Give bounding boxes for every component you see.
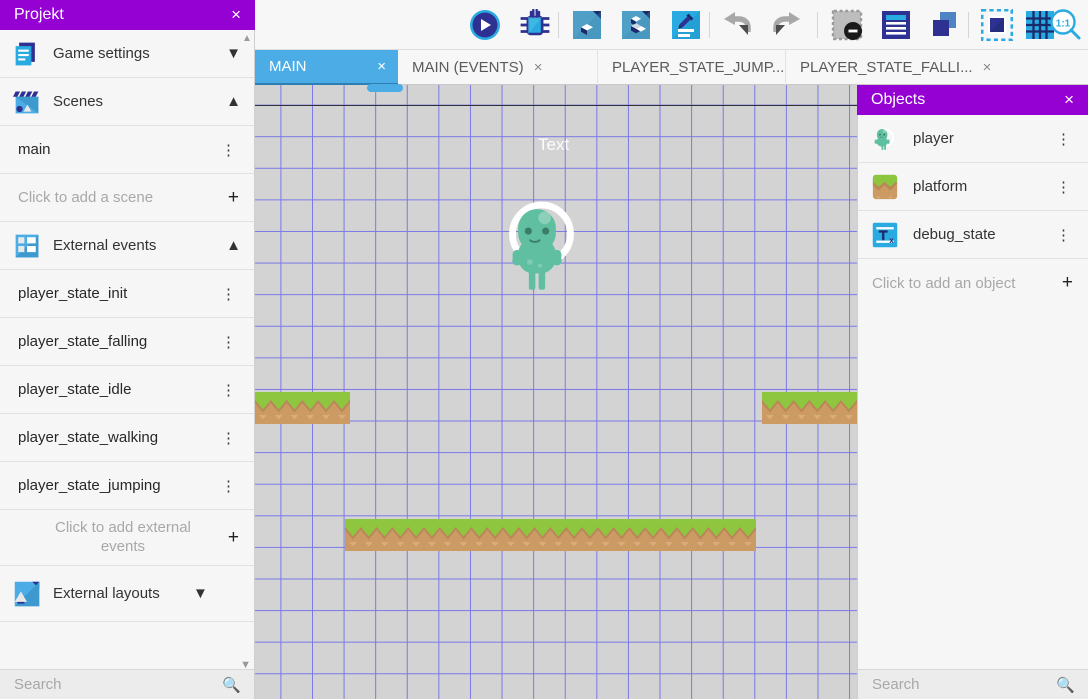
svg-text:1:1: 1:1 — [1056, 19, 1071, 30]
svg-text:x: x — [889, 235, 894, 244]
